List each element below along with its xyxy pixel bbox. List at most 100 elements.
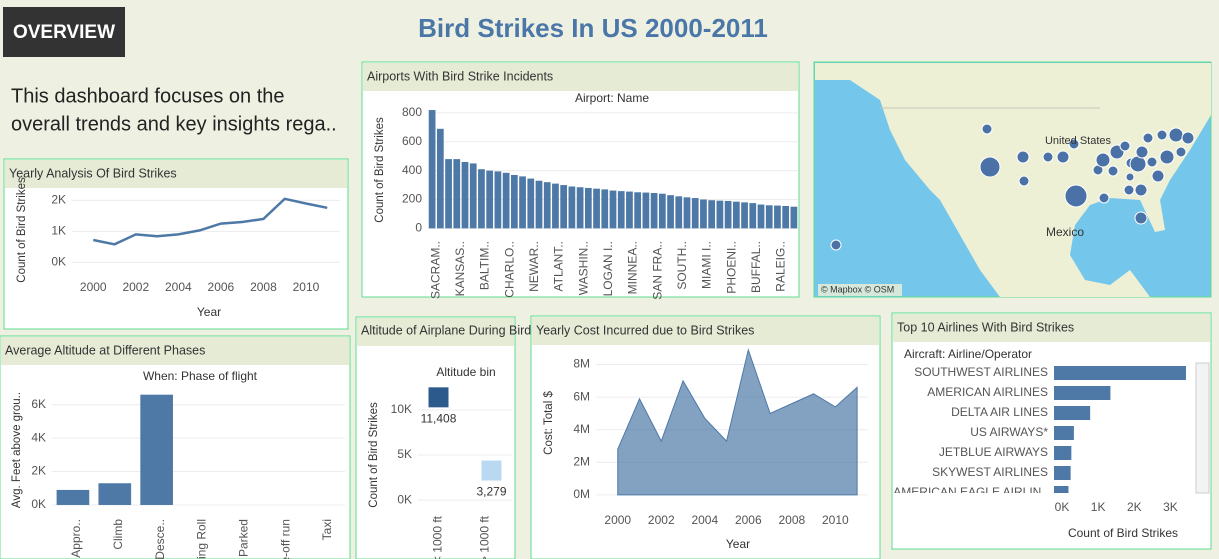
y-tick-label: 400 bbox=[402, 163, 422, 177]
panel-title-bar bbox=[893, 314, 1210, 342]
map-dot bbox=[981, 123, 993, 135]
map-dot bbox=[1119, 140, 1131, 152]
x-tick-label: PHOENI.. bbox=[724, 241, 738, 294]
y-tick-label: 0K bbox=[51, 254, 66, 268]
x-tick-label: NEWAR.. bbox=[527, 241, 541, 292]
dashboard-title: Bird Strikes In US 2000-2011 bbox=[418, 13, 768, 43]
bar bbox=[543, 182, 551, 229]
x-tick-label: 2004 bbox=[691, 513, 718, 527]
overview-button[interactable] bbox=[3, 7, 125, 57]
x-tick-label: WASHIN.. bbox=[576, 241, 590, 295]
x-axis-label: Year bbox=[726, 537, 750, 551]
panel: Yearly Cost Incurred due to Bird Strikes… bbox=[530, 315, 881, 559]
bar bbox=[757, 204, 765, 229]
overview-button-label[interactable]: OVERVIEW bbox=[13, 22, 115, 43]
bar bbox=[98, 483, 132, 505]
panel: Yearly Analysis Of Bird Strikes 0K 1K 2K Cou… bbox=[3, 158, 349, 330]
y-tick-label: 0K bbox=[31, 497, 46, 511]
bar bbox=[1054, 466, 1071, 480]
x-tick-label: 2008 bbox=[250, 280, 277, 294]
x-tick-label: BUFFAL.. bbox=[749, 241, 763, 293]
bar bbox=[691, 198, 699, 229]
bar bbox=[560, 185, 568, 229]
panel-frame bbox=[355, 316, 516, 559]
x-tick-label: Desce.. bbox=[153, 519, 167, 559]
panel-title-bar bbox=[532, 317, 879, 345]
y-tick-label: 0M bbox=[573, 487, 590, 501]
x-tick-label: Parked bbox=[237, 519, 251, 557]
bar bbox=[634, 192, 642, 229]
bar bbox=[749, 203, 757, 229]
y-tick-label: 600 bbox=[402, 134, 422, 148]
x-tick-label: Landing Roll bbox=[195, 519, 209, 559]
x-tick-label: 2002 bbox=[122, 280, 149, 294]
bar bbox=[436, 128, 444, 229]
bar bbox=[445, 159, 452, 229]
panel-header: Altitude bin bbox=[436, 365, 495, 379]
square-mark bbox=[428, 387, 449, 408]
x-tick-label: < 1000 ft bbox=[431, 515, 445, 559]
bar bbox=[502, 172, 510, 229]
x-tick-label: LOGAN I.. bbox=[601, 241, 615, 296]
map-dot bbox=[1181, 131, 1195, 145]
x-tick-label: 2006 bbox=[208, 280, 235, 294]
map-dot bbox=[830, 239, 842, 251]
bar bbox=[552, 183, 559, 229]
description-line: This dashboard focuses on the bbox=[11, 85, 285, 107]
map-attribution-bg bbox=[818, 284, 902, 296]
bar bbox=[56, 489, 90, 505]
map-dot bbox=[1156, 129, 1168, 141]
map-dot bbox=[1068, 138, 1080, 150]
map-dot bbox=[1018, 175, 1030, 187]
bar bbox=[469, 163, 477, 229]
y-tick-label: 800 bbox=[402, 105, 422, 119]
x-tick-label: SOUTH.. bbox=[675, 241, 689, 290]
bar-rows: SOUTHWEST AIRLINES AMERICAN AIRLINES DELTA… bbox=[893, 365, 1186, 493]
bar bbox=[617, 191, 625, 229]
y-axis-label: Count of Bird Strikes bbox=[16, 177, 28, 283]
bar bbox=[593, 188, 600, 229]
x-tick-label: MINNEA.. bbox=[626, 241, 640, 294]
y-tick-label: DELTA AIR LINES bbox=[951, 405, 1048, 419]
bar bbox=[1054, 406, 1091, 420]
map-dot bbox=[1098, 192, 1110, 204]
x-tick-label: SAN FRA.. bbox=[650, 241, 664, 300]
y-axis-label: Avg. Feet above grou.. bbox=[11, 392, 23, 508]
x-tick-label: 0K bbox=[1055, 500, 1070, 514]
description-line: overall trends and key insights rega.. bbox=[11, 113, 337, 135]
x-tick-label: 2000 bbox=[80, 280, 107, 294]
bar bbox=[1054, 426, 1074, 440]
panel: Airports With Bird Strike Incidents Airpo… bbox=[361, 61, 800, 300]
x-tick-label: MIAMI I.. bbox=[700, 241, 714, 289]
y-tick-label: JETBLUE AIRWAYS bbox=[939, 445, 1048, 459]
panel-title: Top 10 Airlines With Bird Strikes bbox=[897, 320, 1074, 334]
y-tick-label: 6M bbox=[573, 389, 590, 403]
map-dot bbox=[1042, 151, 1054, 163]
y-tick-label: SOUTHWEST AIRLINES bbox=[914, 365, 1048, 379]
map-dot bbox=[1175, 146, 1187, 158]
y-tick-label: 4K bbox=[31, 430, 46, 444]
y-tick-label: 2K bbox=[51, 193, 66, 207]
x-tick-label: KANSAS.. bbox=[453, 241, 467, 296]
x-tick-label: Taxi bbox=[320, 519, 334, 540]
y-tick-label: 1K bbox=[51, 223, 66, 237]
bar bbox=[782, 205, 790, 229]
panel-title: Average Altitude at Different Phases bbox=[5, 343, 205, 357]
bar bbox=[576, 187, 584, 229]
line bbox=[93, 197, 328, 246]
x-tick-label: 2010 bbox=[293, 280, 320, 294]
bar bbox=[601, 189, 609, 229]
bar bbox=[741, 202, 748, 229]
y-tick-label: 0K bbox=[397, 492, 412, 506]
x-tick-label: ATLANT.. bbox=[552, 241, 566, 291]
panel-title: Altitude of Airplane During Bird Strikes bbox=[361, 323, 573, 337]
x-tick-label: 2000 bbox=[604, 513, 631, 527]
x-tick-label: Take-off run bbox=[278, 519, 292, 559]
y-tick-label: 200 bbox=[402, 192, 422, 206]
bar bbox=[494, 171, 502, 229]
bar bbox=[584, 187, 592, 229]
bar bbox=[724, 200, 732, 229]
map-land bbox=[815, 63, 1211, 297]
map-dot bbox=[1151, 169, 1165, 183]
